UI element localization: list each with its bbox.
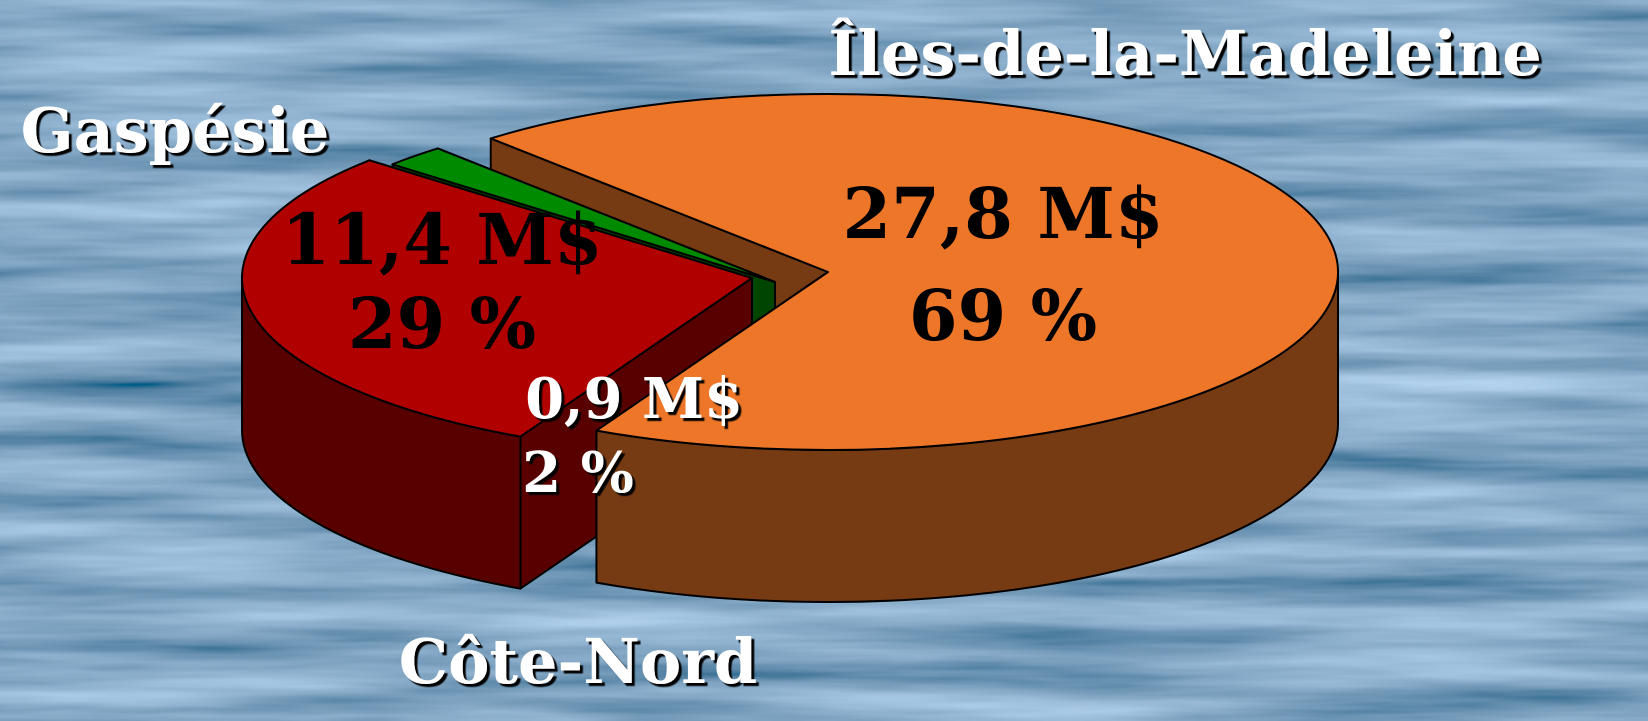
category-label: Gaspésie	[21, 94, 330, 167]
slice	[489, 93, 1339, 451]
pie	[241, 93, 1339, 603]
slice	[241, 159, 753, 438]
slice	[391, 147, 776, 283]
amount-label: 11,4 M$	[281, 198, 602, 281]
amount-label: 27,8 M$	[842, 172, 1163, 255]
value-label: 29 %	[348, 282, 536, 365]
category-label: Îles-de-la-Madeleine	[828, 17, 1541, 90]
amount-label: 0,9 M$	[525, 366, 743, 432]
category-label: Côte-Nord	[399, 625, 758, 698]
value-label: 2 %	[522, 440, 634, 506]
value-label: 69 %	[909, 274, 1097, 357]
labels: Îles-de-la-Madeleine 27,8 M$ 69 % Gaspésie 1…	[21, 17, 1542, 698]
